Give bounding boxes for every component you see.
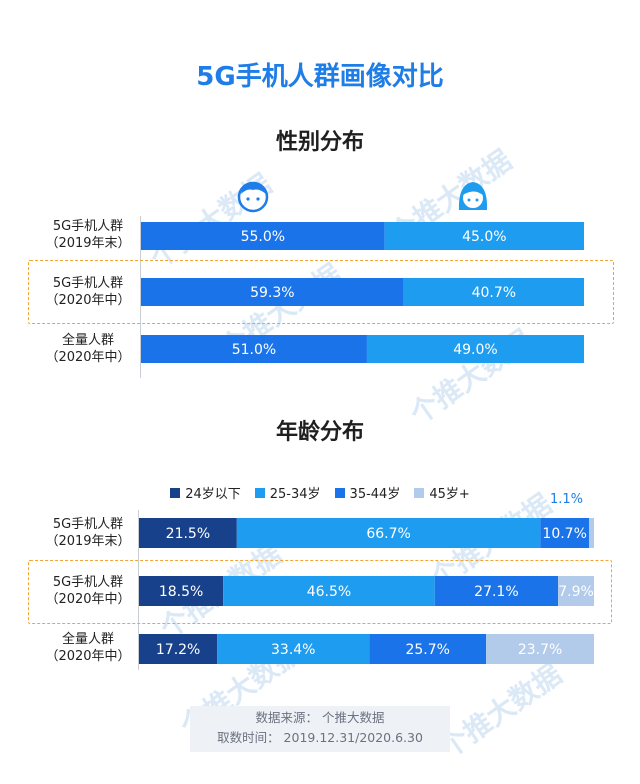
bar-segment (403, 278, 584, 306)
data-label: 40.7% (472, 285, 516, 301)
male-face-icon (237, 181, 269, 213)
data-label: 17.2% (156, 642, 200, 658)
bar-segment (540, 518, 589, 548)
age-row-label: 全量人群 （2020年中） (45, 632, 131, 664)
legend-item: 24岁以下 (170, 483, 241, 502)
age-legend: 24岁以下 25-34岁 35-44岁 45岁+ (0, 483, 640, 502)
bar-segment (558, 576, 594, 606)
data-label: 7.9% (558, 584, 594, 600)
data-label: 46.5% (307, 584, 351, 600)
bar-segment (369, 634, 487, 664)
bar-segment (139, 576, 224, 606)
age-row-label: 5G手机人群 （2020年中） (45, 575, 131, 607)
data-label: 10.7% (542, 526, 586, 542)
data-label: 18.5% (159, 584, 203, 600)
age-axis-line (138, 510, 139, 670)
bar-segment (223, 576, 435, 606)
age-row-label: 5G手机人群 （2019年末） (45, 517, 131, 549)
data-label: 49.0% (453, 342, 497, 358)
legend-item: 25-34岁 (254, 483, 321, 502)
bar-segment (434, 576, 559, 606)
bar-segment (141, 278, 404, 306)
bar-segment (588, 518, 594, 548)
gender-axis-line (140, 216, 141, 378)
data-label: 55.0% (241, 229, 285, 245)
legend-swatch (414, 487, 425, 498)
small-value-note: 1.1% (550, 492, 584, 507)
source-note: 数据来源： 个推大数据 取数时间： 2019.12.31/2020.6.30 (190, 706, 450, 752)
female-face-icon (458, 182, 488, 210)
bar-segment (139, 518, 237, 548)
data-label: 59.3% (250, 285, 294, 301)
source-line: 数据来源： 个推大数据 (255, 710, 385, 725)
data-label: 45.0% (462, 229, 506, 245)
data-label: 51.0% (232, 342, 276, 358)
data-label: 27.1% (474, 584, 518, 600)
bar-segment (486, 634, 594, 664)
age-subtitle: 年龄分布 (275, 420, 364, 445)
gender-highlight-box (28, 260, 614, 324)
bar-segment (236, 518, 541, 548)
age-highlight-box (28, 560, 612, 624)
gender-row-label: 5G手机人群 （2020年中） (45, 276, 131, 308)
bar-segment (384, 222, 584, 250)
data-label: 33.4% (271, 642, 315, 658)
date-range-line: 取数时间： 2019.12.31/2020.6.30 (217, 730, 423, 745)
legend-swatch (334, 487, 345, 498)
data-label: 66.7% (366, 526, 410, 542)
bar-segment (139, 634, 218, 664)
legend-item: 45岁+ (414, 483, 470, 502)
data-label: 23.7% (518, 642, 562, 658)
data-label: 25.7% (405, 642, 449, 658)
data-label: 21.5% (166, 526, 210, 542)
bar-segment (366, 335, 584, 363)
page-title: 5G手机人群画像对比 (196, 62, 444, 92)
legend-swatch (170, 487, 181, 498)
gender-subtitle: 性别分布 (275, 130, 364, 155)
gender-row-label: 5G手机人群 （2019年末） (45, 219, 131, 251)
gender-row-label: 全量人群 （2020年中） (45, 333, 131, 365)
bar-segment (141, 222, 385, 250)
legend-item: 35-44岁 (334, 483, 400, 502)
legend-swatch (254, 487, 265, 498)
bar-segment (217, 634, 370, 664)
bar-segment (141, 335, 367, 363)
